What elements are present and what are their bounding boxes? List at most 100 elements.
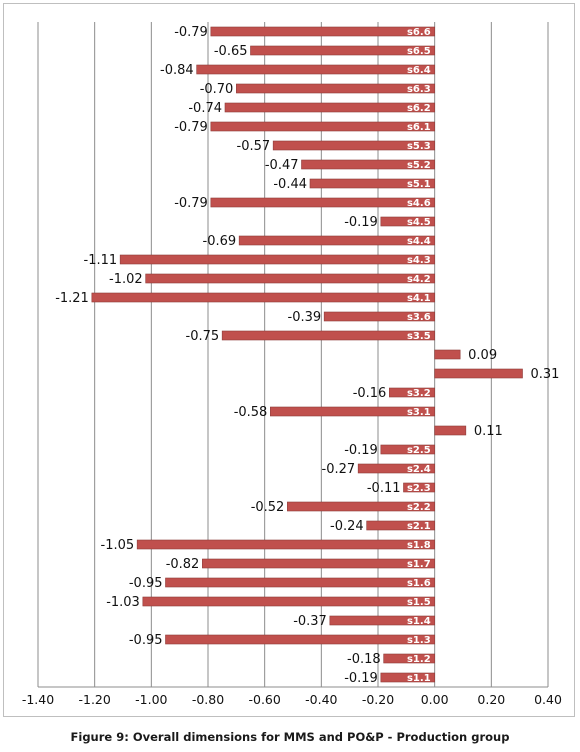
value-label: 0.11 bbox=[474, 424, 503, 439]
value-label: -0.11 bbox=[367, 481, 401, 496]
x-tick-label: -1.00 bbox=[135, 692, 167, 707]
category-label: s2.4 bbox=[407, 464, 431, 475]
value-label: -0.82 bbox=[166, 557, 200, 572]
bar bbox=[196, 64, 435, 75]
value-label: -0.47 bbox=[265, 158, 299, 173]
value-label: -0.24 bbox=[330, 519, 364, 534]
value-label: -0.95 bbox=[129, 576, 163, 591]
bar bbox=[434, 349, 461, 360]
value-label: 0.31 bbox=[531, 367, 560, 382]
category-label: s4.3 bbox=[407, 255, 431, 266]
category-label: s1.8 bbox=[407, 540, 431, 551]
bar bbox=[434, 368, 523, 379]
category-label: s2.5 bbox=[407, 445, 431, 456]
bar bbox=[403, 482, 435, 493]
category-label: s1.1 bbox=[407, 673, 431, 684]
category-label: s5.3 bbox=[407, 141, 431, 152]
bar bbox=[323, 311, 435, 322]
value-label: -0.44 bbox=[273, 177, 307, 192]
bar bbox=[357, 463, 435, 474]
category-label: s3.5 bbox=[407, 331, 431, 342]
category-label: s2.2 bbox=[407, 502, 431, 513]
bar bbox=[202, 558, 435, 569]
bar bbox=[380, 444, 435, 455]
value-label: -0.19 bbox=[344, 443, 378, 458]
value-label: -0.95 bbox=[129, 633, 163, 648]
bar bbox=[238, 235, 435, 246]
bar bbox=[210, 26, 435, 37]
value-label: -0.19 bbox=[344, 671, 378, 686]
bar bbox=[210, 197, 435, 208]
category-label: s4.6 bbox=[407, 198, 431, 209]
bar bbox=[91, 292, 435, 303]
value-label: -0.57 bbox=[237, 139, 271, 154]
value-label: -1.05 bbox=[101, 538, 135, 553]
bar bbox=[165, 577, 435, 588]
category-label: s6.4 bbox=[407, 65, 431, 76]
value-label: -0.84 bbox=[160, 63, 194, 78]
category-label: s1.6 bbox=[407, 578, 431, 589]
value-label: -0.58 bbox=[234, 405, 268, 420]
x-tick-label: -0.60 bbox=[248, 692, 280, 707]
value-label: -0.79 bbox=[174, 196, 208, 211]
category-label: s1.7 bbox=[407, 559, 431, 570]
value-label: -0.37 bbox=[293, 614, 327, 629]
category-label: s2.3 bbox=[407, 483, 431, 494]
bar bbox=[224, 102, 435, 113]
value-label: -0.79 bbox=[174, 25, 208, 40]
category-label: s3.2 bbox=[407, 388, 431, 399]
bar bbox=[145, 273, 435, 284]
bar bbox=[287, 501, 435, 512]
x-tick-label: -1.40 bbox=[22, 692, 54, 707]
category-label: s4.2 bbox=[407, 274, 431, 285]
category-label: s5.1 bbox=[407, 179, 431, 190]
value-label: -0.16 bbox=[353, 386, 387, 401]
value-label: -0.52 bbox=[251, 500, 285, 515]
bar bbox=[210, 121, 435, 132]
value-label: -0.74 bbox=[188, 101, 222, 116]
value-label: -0.70 bbox=[200, 82, 234, 97]
value-label: 0.09 bbox=[468, 348, 497, 363]
value-label: -1.03 bbox=[106, 595, 140, 610]
x-tick-label: 0.00 bbox=[421, 692, 449, 707]
value-label: -0.69 bbox=[203, 234, 237, 249]
bar bbox=[270, 406, 435, 417]
bar bbox=[380, 216, 435, 227]
x-tick-label: -0.80 bbox=[192, 692, 224, 707]
category-label: s3.6 bbox=[407, 312, 431, 323]
figure-caption: Figure 9: Overall dimensions for MMS and… bbox=[70, 730, 510, 744]
category-label: s1.2 bbox=[407, 654, 431, 665]
category-label: s4.4 bbox=[407, 236, 431, 247]
category-label: s6.6 bbox=[407, 27, 431, 38]
category-label: s1.3 bbox=[407, 635, 431, 646]
category-label: s6.3 bbox=[407, 84, 431, 95]
category-label: s2.1 bbox=[407, 521, 431, 532]
value-label: -0.39 bbox=[288, 310, 322, 325]
category-label: s1.4 bbox=[407, 616, 431, 627]
category-label: s6.1 bbox=[407, 122, 431, 133]
bar bbox=[142, 596, 435, 607]
bar bbox=[165, 634, 435, 645]
bar bbox=[383, 653, 435, 664]
bar-chart: -1.40 -1.20 -1.00 -0.80 -0.60 -0.40 -0.20 0.00 0… bbox=[22, 22, 562, 707]
category-label: s6.2 bbox=[407, 103, 431, 114]
category-label: s4.1 bbox=[407, 293, 431, 304]
bar bbox=[434, 425, 467, 436]
value-label: -1.11 bbox=[84, 253, 118, 268]
bar bbox=[221, 330, 435, 341]
value-label: -0.18 bbox=[347, 652, 381, 667]
value-label: -0.65 bbox=[214, 44, 248, 59]
bar bbox=[272, 140, 435, 151]
bar bbox=[250, 45, 435, 56]
x-tick-label: -1.20 bbox=[78, 692, 110, 707]
category-label: s1.5 bbox=[407, 597, 431, 608]
bar bbox=[309, 178, 435, 189]
bar bbox=[380, 672, 435, 683]
x-tick-label: 0.20 bbox=[477, 692, 505, 707]
x-tick-label: -0.20 bbox=[362, 692, 394, 707]
bar bbox=[301, 159, 435, 170]
bar bbox=[136, 539, 435, 550]
x-tick-label: 0.40 bbox=[534, 692, 562, 707]
category-label: s4.5 bbox=[407, 217, 431, 228]
